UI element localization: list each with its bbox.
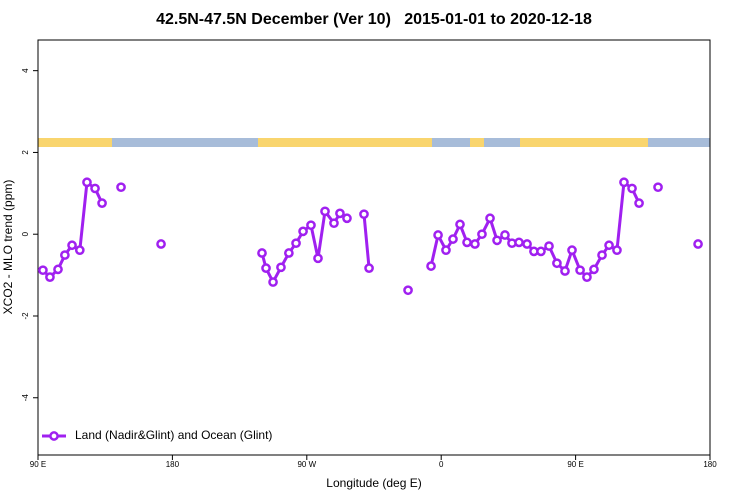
data-point — [653, 182, 663, 193]
data-point — [359, 209, 369, 220]
x-tick-label: 90 E — [30, 460, 46, 469]
plot-frame — [37, 39, 711, 456]
data-point — [544, 241, 554, 251]
data-point — [38, 265, 48, 276]
data-point — [522, 239, 532, 249]
land-segment — [258, 138, 432, 147]
y-tick-label: -4 — [21, 394, 30, 402]
data-point — [575, 265, 585, 276]
data-point — [268, 277, 278, 287]
data-point — [291, 238, 301, 249]
ocean-segment — [112, 138, 258, 147]
y-tick-label: -2 — [21, 312, 30, 320]
data-point — [276, 262, 286, 273]
data-point — [485, 213, 495, 224]
data-point — [470, 239, 480, 249]
data-point — [426, 261, 436, 271]
data-point — [552, 258, 562, 269]
data-point — [441, 245, 451, 256]
data-point — [320, 206, 330, 217]
legend-label: Land (Nadir&Glint) and Ocean (Glint) — [75, 428, 272, 442]
data-point — [619, 177, 629, 188]
data-point — [560, 266, 570, 276]
data-point — [257, 248, 267, 258]
data-point — [567, 245, 577, 256]
data-point — [313, 253, 323, 264]
y-tick-label: 0 — [21, 231, 30, 236]
data-point — [604, 240, 614, 251]
land-segment — [470, 138, 484, 147]
data-point — [156, 239, 166, 249]
data-point — [261, 263, 271, 273]
land-ocean-band — [38, 138, 710, 147]
y-axis-label: XCO2 - MLO trend (ppm) — [1, 180, 15, 315]
data-point — [97, 198, 107, 208]
land-segment — [38, 138, 112, 147]
data-point — [536, 246, 546, 257]
data-point — [500, 230, 510, 240]
data-point — [116, 182, 126, 193]
data-point — [589, 264, 599, 275]
data-point — [53, 264, 63, 275]
data-point — [403, 285, 413, 296]
data-point — [306, 220, 316, 231]
data-point — [597, 250, 607, 260]
data-point — [74, 245, 85, 256]
data-point — [627, 183, 637, 194]
data-point — [462, 237, 472, 248]
ocean-segment — [648, 138, 710, 147]
x-tick-label: 180 — [703, 460, 717, 469]
x-tick-label: 0 — [439, 460, 444, 469]
data-point — [433, 230, 443, 240]
data-point — [582, 272, 592, 282]
data-point — [60, 250, 70, 260]
y-tick-label: 2 — [21, 150, 30, 155]
data-point — [364, 263, 374, 273]
x-axis-label: Longitude (deg E) — [326, 476, 421, 490]
chart-title: 42.5N-47.5N December (Ver 10) 2015-01-01… — [156, 11, 592, 28]
data-point — [612, 245, 622, 256]
data-point — [514, 237, 524, 248]
data-point — [455, 219, 465, 230]
data-point — [693, 239, 703, 249]
data-point — [82, 177, 92, 188]
x-tick-label: 90 W — [297, 460, 316, 469]
data-point — [448, 234, 458, 244]
x-tick-label: 180 — [166, 460, 180, 469]
legend-marker — [49, 431, 59, 441]
data-point — [342, 213, 352, 224]
data-point — [634, 198, 644, 208]
data-point — [477, 229, 487, 240]
data-point — [298, 226, 308, 237]
x-tick-label: 90 E — [567, 460, 583, 469]
y-tick-label: 4 — [21, 68, 30, 73]
land-segment — [520, 138, 648, 147]
data-point — [492, 235, 502, 246]
data-point — [90, 183, 100, 194]
data-point — [284, 248, 294, 258]
data-point — [329, 218, 339, 229]
data-point — [335, 208, 345, 219]
data-point — [45, 272, 55, 282]
data-point — [67, 240, 77, 251]
